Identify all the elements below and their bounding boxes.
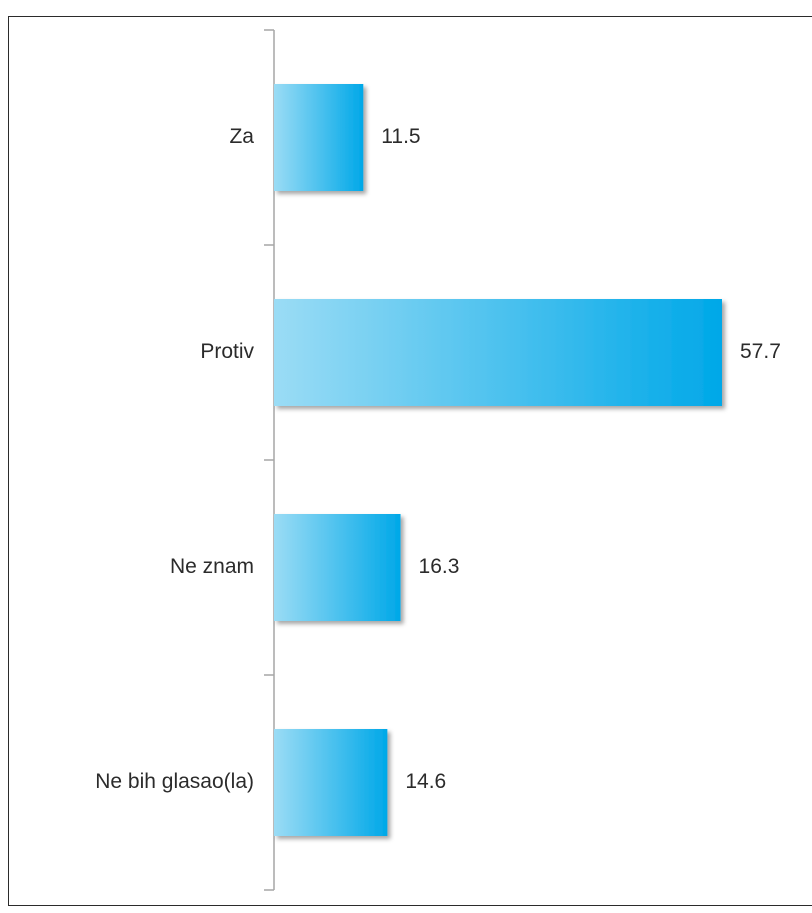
bar-1 [274,299,722,406]
category-label: Ne znam [170,555,254,578]
category-axis [264,29,275,891]
labels: Za 11.5 Protiv 57.7 Ne znam 16.3 Ne bih glasao… [95,125,781,793]
category-label: Ne bih glasao(la) [95,770,254,793]
bar-2 [274,514,401,621]
category-label: Protiv [200,340,254,363]
category-label: Za [229,125,254,148]
data-label: 11.5 [381,125,420,148]
data-label: 14.6 [405,770,446,793]
data-label: 57.7 [740,340,781,363]
data-label: 16.3 [419,555,460,578]
chart-border [8,16,812,906]
bar-3 [274,729,388,836]
bars [274,84,722,836]
bar-0 [274,84,364,191]
